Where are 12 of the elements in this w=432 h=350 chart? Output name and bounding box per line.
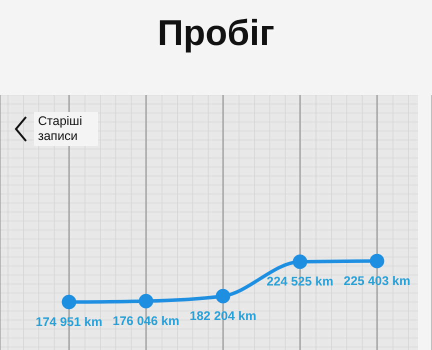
data-label: 224 525 km [266, 274, 334, 289]
point [138, 294, 154, 308]
point [62, 294, 76, 310]
point [292, 254, 308, 269]
point [216, 288, 230, 304]
point [370, 254, 384, 268]
data-label: 176 046 km [112, 314, 180, 328]
data-label: 225 403 km [344, 274, 410, 288]
data-label: 174 951 km [36, 315, 102, 329]
chart-title: Пробіг [156, 12, 276, 54]
data-label: 182 204 km [190, 309, 256, 324]
text: Старіші записи [34, 112, 98, 146]
